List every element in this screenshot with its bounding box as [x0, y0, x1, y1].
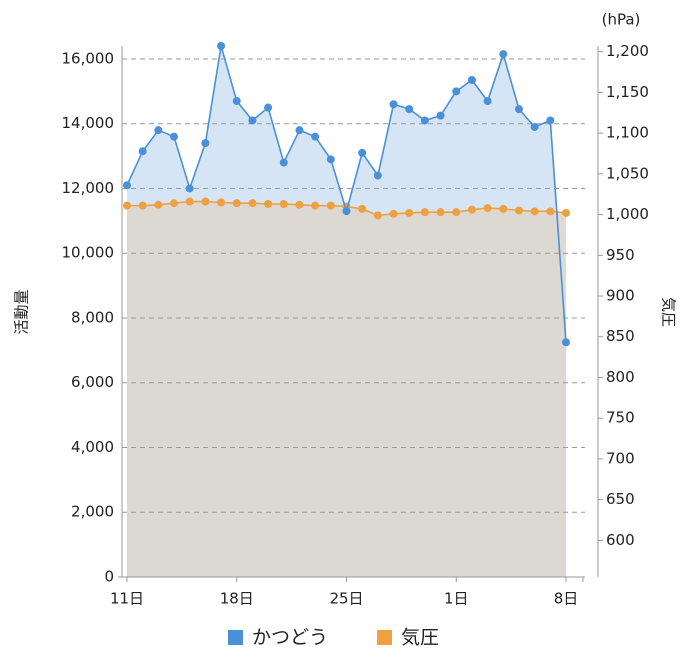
y2-tick-label: 1,000	[606, 205, 649, 223]
x-tick-label: 11日	[110, 590, 144, 608]
y2-tick-label: 900	[606, 287, 635, 305]
y-tick-label: 8,000	[71, 308, 114, 326]
point	[326, 201, 335, 210]
area	[127, 201, 566, 577]
y2-tick-label: 1,200	[606, 42, 649, 60]
point	[358, 148, 367, 157]
y2-tick-label: 1,100	[606, 124, 649, 142]
point	[530, 122, 539, 131]
point	[264, 199, 273, 208]
point	[499, 50, 508, 59]
point	[248, 199, 257, 208]
x-tick-label: 18日	[220, 590, 254, 608]
point	[389, 100, 398, 109]
point	[483, 97, 492, 106]
point	[170, 199, 179, 208]
point	[373, 211, 382, 220]
point	[123, 181, 131, 190]
x-tick-label: 8日	[554, 590, 579, 608]
point	[342, 207, 351, 216]
point	[562, 208, 570, 217]
y2-tick-label: 950	[606, 246, 635, 264]
y2-tick-label: 700	[606, 449, 635, 467]
point	[326, 155, 335, 164]
y2-unit: (hPa)	[602, 11, 641, 29]
legend-swatch	[228, 630, 243, 645]
point	[483, 204, 492, 213]
y-tick-label: 4,000	[71, 438, 114, 456]
point	[279, 158, 288, 167]
point	[562, 338, 570, 347]
y-tick-label: 10,000	[62, 244, 115, 262]
point	[232, 199, 241, 208]
point	[373, 171, 382, 180]
point	[405, 105, 414, 114]
y2-tick-label: 1,050	[606, 164, 649, 182]
y2-tick-label: 750	[606, 409, 635, 427]
point	[436, 111, 445, 120]
y-axis-label: 活動量	[13, 289, 31, 334]
point	[138, 147, 147, 156]
y2-tick-label: 800	[606, 368, 635, 386]
point	[217, 42, 226, 50]
point	[311, 201, 320, 210]
point	[467, 75, 476, 84]
point	[279, 199, 288, 208]
point	[514, 105, 523, 114]
point	[514, 206, 523, 215]
point	[499, 204, 508, 213]
point	[295, 126, 304, 135]
y-tick-label: 6,000	[71, 373, 114, 391]
y-tick-label: 0	[104, 568, 114, 586]
point	[452, 87, 461, 96]
point	[232, 97, 241, 106]
y2-tick-label: 850	[606, 327, 635, 345]
x-tick-label: 25日	[329, 590, 363, 608]
y2-tick-label: 600	[606, 531, 635, 549]
point	[295, 200, 304, 209]
point	[546, 207, 555, 216]
point	[420, 208, 429, 217]
point	[248, 116, 257, 125]
point	[201, 197, 210, 206]
point	[420, 116, 429, 125]
point	[311, 132, 320, 141]
point	[185, 197, 194, 206]
point	[217, 198, 226, 207]
point	[452, 208, 461, 217]
point	[154, 200, 163, 209]
y-tick-label: 2,000	[71, 503, 114, 521]
x-tick-label: 1日	[444, 590, 469, 608]
point	[185, 184, 194, 193]
y-tick-label: 14,000	[62, 114, 115, 132]
point	[436, 208, 445, 217]
point	[138, 201, 147, 210]
point	[546, 116, 555, 125]
point	[201, 139, 210, 148]
point	[170, 132, 179, 141]
point	[389, 209, 398, 218]
y-tick-label: 16,000	[62, 49, 115, 67]
legend-label: 気圧	[401, 627, 439, 649]
point	[123, 201, 131, 210]
y2-tick-label: 1,150	[606, 83, 649, 101]
point	[154, 126, 163, 135]
point	[264, 103, 273, 112]
point	[405, 208, 414, 217]
legend-label: かつどう	[252, 627, 328, 649]
legend-swatch	[377, 630, 392, 645]
point	[530, 207, 539, 216]
y-tick-label: 12,000	[62, 179, 115, 197]
point	[358, 204, 367, 213]
point	[467, 205, 476, 214]
y2-tick-label: 650	[606, 490, 635, 508]
y2-axis-label: 気圧	[660, 297, 678, 327]
